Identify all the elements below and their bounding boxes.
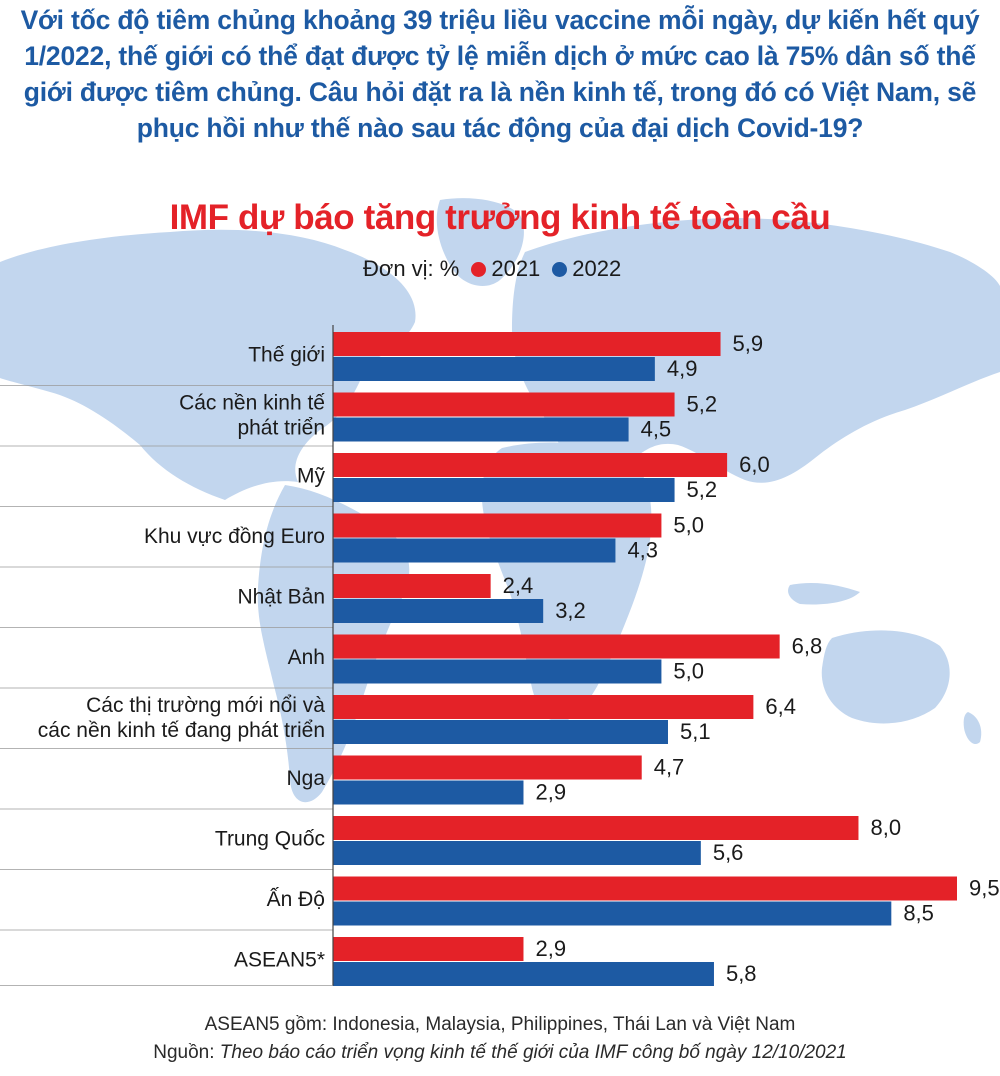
legend-unit: Đơn vị: % (363, 256, 460, 281)
value-label-2022: 2,9 (535, 779, 566, 804)
value-label-2022: 5,2 (687, 477, 718, 502)
category-label: Trung Quốc (215, 828, 325, 851)
value-label-2022: 4,5 (641, 416, 672, 441)
bar-2021 (333, 453, 728, 477)
value-label-2022: 5,8 (726, 961, 757, 986)
bar-2022 (333, 659, 662, 684)
category-label: Ấn Độ (267, 888, 325, 911)
bar-2022 (333, 962, 714, 986)
category-label: Nga (286, 767, 325, 790)
value-label-2022: 5,0 (673, 658, 704, 683)
category-label: phát triển (237, 417, 325, 440)
value-label-2021: 8,0 (870, 815, 901, 840)
source-text: Theo báo cáo triển vọng kinh tế thế giới… (219, 1042, 847, 1063)
category-label: Mỹ (297, 465, 325, 488)
intro-text: Với tốc độ tiêm chủng khoảng 39 triệu li… (20, 5, 980, 143)
bar-2021 (333, 513, 662, 538)
bar-2021 (333, 392, 675, 417)
value-label-2022: 4,3 (627, 537, 658, 562)
value-label-2021: 6,8 (792, 633, 823, 658)
category-label: Anh (288, 646, 325, 669)
legend-label-2021: 2021 (491, 256, 541, 281)
legend-label-2022: 2022 (572, 256, 622, 281)
bar-2021 (333, 816, 859, 840)
bar-2022 (333, 720, 668, 744)
category-label: Các nền kinh tế (179, 392, 325, 415)
bar-2022 (333, 780, 524, 805)
bar-2021 (333, 755, 642, 780)
legend: Đơn vị: % 2021 2022 (363, 256, 621, 282)
value-label-2021: 5,9 (733, 331, 764, 356)
value-label-2022: 5,1 (680, 719, 711, 744)
bar-2022 (333, 599, 544, 623)
value-label-2021: 4,7 (654, 754, 685, 779)
category-label: Thế giới (248, 344, 325, 367)
bar-2021 (333, 574, 491, 598)
australia-shape (821, 630, 950, 724)
source-label: Nguồn: (153, 1042, 220, 1063)
bar-2022 (333, 478, 675, 502)
bar-2021 (333, 695, 754, 719)
value-label-2021: 6,0 (739, 452, 770, 477)
bar-2021 (333, 634, 780, 659)
legend-dot-2022 (552, 261, 568, 277)
category-label: Nhật Bản (237, 586, 325, 609)
value-label-2021: 5,2 (687, 391, 718, 416)
value-label-2021: 6,4 (765, 694, 796, 719)
indonesia-shape (788, 582, 860, 605)
bar-2022 (333, 357, 655, 381)
greenland-shape (436, 198, 524, 287)
bar-2021 (333, 332, 721, 356)
north-america-shape (0, 229, 416, 500)
bar-2021 (333, 937, 524, 961)
value-label-2022: 3,2 (555, 598, 586, 623)
category-label: Các thị trường mới nổi và (86, 694, 325, 717)
chart-title: IMF dự báo tăng trưởng kinh tế toàn cầu (169, 198, 831, 237)
bar-2021 (333, 876, 957, 901)
bar-2022 (333, 538, 616, 563)
source-note: Nguồn: Theo báo cáo triển vọng kinh tế t… (0, 1042, 1000, 1064)
value-label-2022: 5,6 (713, 840, 744, 865)
footnote: ASEAN5 gồm: Indonesia, Malaysia, Philipp… (204, 1014, 796, 1035)
category-label: các nền kinh tế đang phát triển (38, 719, 325, 742)
legend-dot-2021 (471, 261, 487, 277)
value-label-2021: 2,9 (535, 936, 566, 961)
category-label: Khu vực đồng Euro (144, 525, 325, 548)
value-label-2021: 9,5 (969, 875, 1000, 900)
new-zealand-shape (963, 712, 982, 745)
value-label-2022: 4,9 (667, 356, 698, 381)
bar-2022 (333, 901, 892, 926)
category-label: ASEAN5* (234, 949, 325, 972)
value-label-2021: 5,0 (673, 512, 704, 537)
eurasia-shape (512, 218, 1000, 487)
value-label-2022: 8,5 (903, 900, 934, 925)
value-label-2021: 2,4 (503, 573, 534, 598)
bar-2022 (333, 841, 701, 865)
bar-2022 (333, 417, 629, 442)
